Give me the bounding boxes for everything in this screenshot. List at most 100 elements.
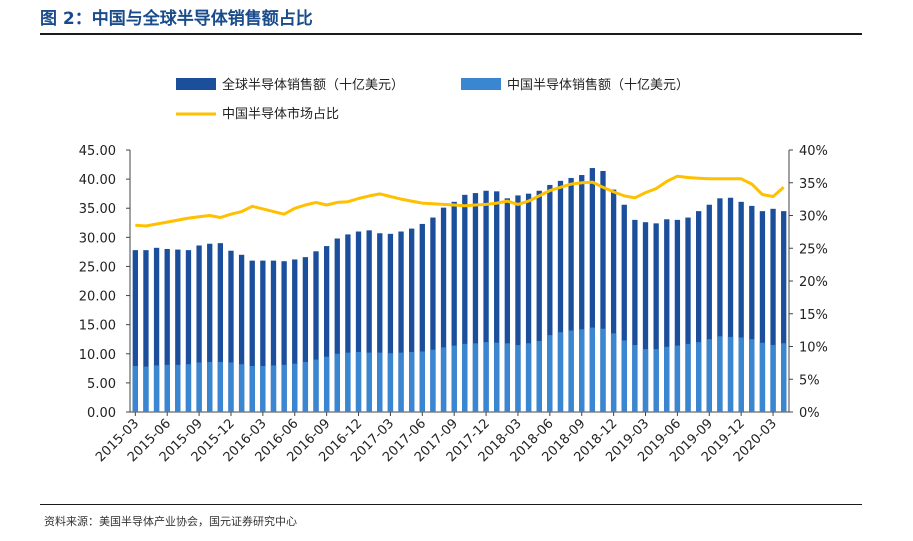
y-right-tick-label: 25% — [799, 242, 828, 257]
china-sales-bar — [568, 330, 574, 412]
china-sales-bar — [781, 343, 787, 412]
global-sales-bar — [515, 195, 521, 412]
china-sales-bar — [345, 352, 351, 412]
global-sales-bar — [228, 250, 234, 412]
source-note: 资料来源：美国半导体产业协会，国元证券研究中心 — [44, 515, 297, 528]
china-sales-bar — [430, 349, 436, 412]
y-left-tick-label: 35.00 — [79, 202, 116, 217]
china-sales-bar — [483, 342, 489, 412]
legend-label-china: 中国半导体销售额（十亿美元） — [507, 77, 689, 93]
china-sales-bar — [409, 352, 415, 412]
china-sales-bar — [185, 364, 192, 412]
title-divider — [40, 33, 862, 35]
y-left-tick-label: 10.00 — [79, 348, 116, 363]
global-sales-bar — [632, 219, 638, 412]
global-sales-bar — [217, 243, 224, 412]
china-sales-bar — [143, 366, 149, 412]
china-sales-bar — [132, 366, 138, 412]
china-sales-bar — [228, 362, 234, 412]
global-sales-bar — [610, 189, 617, 412]
china-sales-bar — [557, 332, 564, 412]
y-right-tick-label: 20% — [799, 275, 828, 290]
china-sales-bar — [175, 364, 181, 412]
source-divider — [40, 504, 862, 505]
china-sales-bar — [387, 353, 394, 412]
global-sales-bar — [185, 250, 192, 412]
global-sales-bar — [504, 198, 510, 412]
china-sales-bar — [440, 347, 447, 412]
china-sales-bar — [642, 349, 649, 412]
y-left-tick-label: 15.00 — [79, 319, 116, 334]
china-sales-bar — [494, 342, 500, 412]
global-sales-bar — [494, 191, 500, 412]
china-sales-bar — [249, 366, 255, 412]
y-right-tick-label: 5% — [799, 373, 820, 388]
china-sales-bar — [377, 352, 383, 412]
global-sales-bar — [695, 211, 702, 412]
china-sales-bar — [664, 346, 670, 412]
global-sales-bar — [472, 193, 479, 412]
y-left-tick-label: 20.00 — [79, 290, 116, 305]
global-sales-bar — [642, 222, 649, 412]
global-sales-bar — [589, 168, 596, 412]
global-sales-bar — [717, 198, 723, 412]
china-sales-bar — [217, 361, 224, 412]
china-sales-bar — [334, 353, 340, 412]
global-sales-bar — [196, 245, 202, 412]
global-sales-bar — [462, 194, 468, 412]
china-sales-bar — [270, 365, 277, 412]
global-sales-bar — [664, 219, 670, 412]
legend-label-share: 中国半导体市场占比 — [222, 106, 339, 122]
legend: 全球半导体销售额（十亿美元） 中国半导体销售额（十亿美元） 中国半导体市场占比 — [176, 77, 689, 122]
global-sales-bar — [207, 243, 213, 412]
global-sales-bar — [706, 204, 712, 412]
global-sales-bar — [366, 230, 372, 412]
y-right-tick-label: 30% — [799, 210, 828, 225]
china-sales-bar — [632, 345, 638, 412]
legend-swatch-china — [461, 78, 501, 90]
y-left-tick-label: 40.00 — [79, 173, 116, 188]
global-sales-bar — [749, 205, 755, 412]
china-sales-bar — [600, 328, 606, 412]
global-sales-bar — [345, 234, 351, 412]
china-sales-bar — [695, 342, 702, 412]
china-sales-bar — [706, 339, 712, 412]
china-sales-bar — [451, 345, 457, 412]
global-sales-bar — [759, 211, 766, 412]
global-sales-bar — [483, 190, 489, 412]
china-sales-bar — [749, 339, 755, 412]
global-sales-bar — [430, 217, 436, 412]
global-sales-bar — [440, 207, 447, 412]
china-sales-bar — [759, 342, 766, 412]
china-sales-bar — [302, 361, 309, 412]
global-sales-bar — [781, 211, 787, 412]
china-sales-bar — [472, 343, 479, 412]
global-sales-bar — [409, 228, 415, 412]
global-sales-bar — [292, 259, 298, 412]
global-sales-bar — [249, 260, 255, 412]
global-sales-bar — [387, 233, 394, 412]
legend-swatch-global — [176, 78, 216, 90]
global-sales-bar — [674, 219, 681, 412]
china-sales-bar — [717, 336, 723, 412]
global-sales-bar — [175, 249, 181, 412]
china-sales-bar — [727, 336, 734, 412]
global-sales-bar — [270, 260, 277, 412]
global-sales-bar — [568, 177, 574, 412]
global-sales-bar — [547, 184, 553, 412]
china-sales-bar — [207, 361, 213, 412]
y-right-tick-label: 35% — [799, 177, 828, 192]
global-sales-bar — [355, 231, 362, 412]
china-sales-bar — [164, 364, 170, 412]
china-sales-bar — [653, 349, 659, 412]
global-sales-bar — [579, 175, 585, 412]
figure-title: 图 2：中国与全球半导体销售额占比 — [40, 9, 313, 29]
china-sales-bar — [770, 345, 776, 412]
global-sales-bar — [323, 246, 330, 412]
china-sales-bar — [260, 366, 266, 412]
global-sales-bar — [685, 217, 691, 412]
china-sales-bar — [238, 364, 245, 412]
global-sales-bar — [164, 248, 170, 412]
global-sales-bar — [536, 190, 542, 412]
china-sales-bar — [525, 343, 532, 412]
